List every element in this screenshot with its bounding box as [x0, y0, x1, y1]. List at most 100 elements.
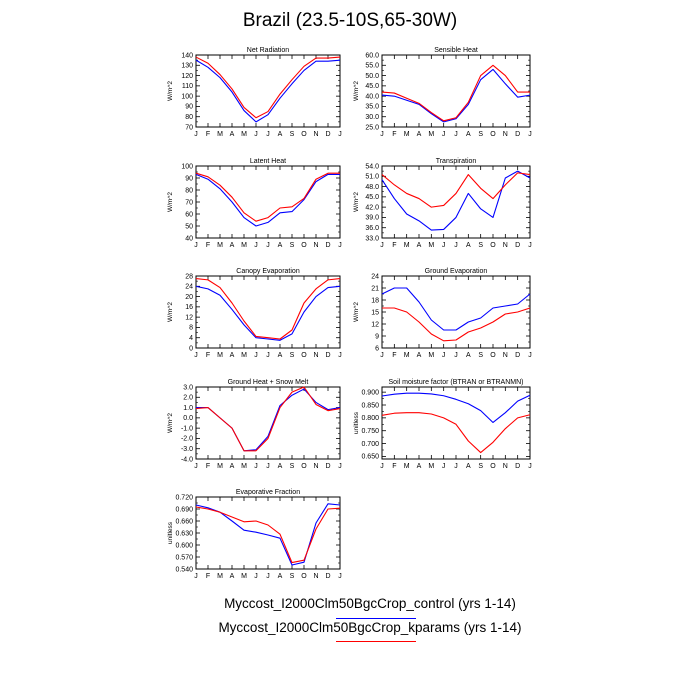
x-tick-label: D	[515, 131, 520, 138]
x-tick-label: M	[404, 242, 410, 249]
y-axis-label: W/m^2	[353, 81, 360, 101]
x-tick-label: F	[206, 573, 210, 580]
y-axis-label: unitless	[167, 521, 174, 544]
y-axis-label: W/m^2	[167, 302, 174, 322]
panel-title: Soil moisture factor (BTRAN or BTRANMN)	[389, 379, 524, 386]
panel-title: Net Radiation	[247, 47, 290, 54]
x-tick-label: N	[503, 463, 508, 470]
y-tick-label: 45.0	[365, 83, 379, 90]
x-tick-label: M	[404, 131, 410, 138]
y-tick-label: 9	[375, 333, 379, 340]
legend-swatch-kparams	[336, 641, 416, 642]
y-tick-label: 80	[185, 187, 193, 194]
x-tick-label: A	[466, 352, 471, 359]
series-line-control	[381, 68, 531, 123]
y-tick-label: 60	[185, 211, 193, 218]
x-tick-label: M	[241, 131, 247, 138]
y-tick-label: 0.900	[361, 389, 379, 396]
y-tick-label: 0.660	[175, 518, 193, 525]
x-tick-label: N	[503, 352, 508, 359]
x-tick-label: J	[266, 131, 270, 138]
panel-title: Sensible Heat	[434, 47, 478, 54]
x-tick-label: D	[325, 463, 330, 470]
series-line-control	[381, 287, 531, 331]
series-line-kparams	[382, 307, 531, 342]
panel-title: Ground Heat + Snow Melt	[228, 379, 309, 386]
x-tick-label: M	[217, 131, 223, 138]
x-tick-label: J	[266, 242, 270, 249]
series-line-control	[381, 170, 531, 231]
y-tick-label: 55.0	[365, 63, 379, 70]
x-tick-label: J	[380, 463, 384, 470]
x-tick-label: S	[290, 463, 295, 470]
y-tick-label: 0.850	[361, 402, 379, 409]
y-tick-label: 0.690	[175, 506, 193, 513]
x-tick-label: D	[325, 573, 330, 580]
x-tick-label: A	[417, 352, 422, 359]
y-tick-label: 100	[181, 93, 193, 100]
x-tick-label: J	[454, 352, 458, 359]
panel-title: Canopy Evaporation	[236, 268, 300, 275]
series-line-control	[195, 503, 341, 566]
y-tick-label: 130	[181, 63, 193, 70]
y-axis-label: W/m^2	[353, 192, 360, 212]
y-tick-label: 42.0	[365, 204, 379, 211]
series-line-kparams	[381, 64, 530, 122]
y-axis-label: W/m^2	[167, 192, 174, 212]
panel-ground-heat-snow-melt: Ground Heat + Snow Melt W/m^2 -4.0 -3.0 -2.0…	[167, 379, 342, 470]
x-tick-label: A	[278, 463, 283, 470]
x-tick-label: F	[206, 352, 210, 359]
legend-swatch-control	[336, 618, 416, 619]
x-tick-label: M	[241, 242, 247, 249]
x-tick-label: M	[428, 242, 434, 249]
y-tick-label: 15	[371, 309, 379, 316]
x-tick-label: M	[428, 463, 434, 470]
y-tick-label: 0.600	[175, 542, 193, 549]
x-tick-label: J	[254, 463, 258, 470]
series-line-kparams	[195, 278, 341, 340]
y-tick-label: 70	[185, 199, 193, 206]
y-tick-label: 110	[182, 83, 193, 90]
x-tick-label: F	[206, 463, 210, 470]
x-tick-label: J	[454, 463, 458, 470]
y-tick-label: 140	[181, 52, 193, 59]
x-tick-label: A	[417, 131, 422, 138]
x-tick-label: M	[404, 352, 410, 359]
y-tick-label: 40.0	[365, 93, 379, 100]
y-tick-label: 54.0	[365, 163, 379, 170]
y-tick-label: 30.0	[365, 114, 379, 121]
y-tick-label: 39.0	[365, 215, 379, 222]
y-tick-label: 18	[371, 297, 379, 304]
y-tick-label: 0.720	[175, 494, 193, 501]
plot-frame	[195, 165, 341, 239]
y-tick-label: 70	[185, 124, 193, 131]
y-tick-label: 90	[185, 104, 193, 111]
x-tick-label: N	[503, 131, 508, 138]
series-line-control	[196, 388, 341, 452]
x-tick-label: J	[194, 131, 198, 138]
x-tick-label: S	[290, 242, 295, 249]
x-tick-label: J	[194, 463, 198, 470]
x-tick-label: N	[313, 573, 318, 580]
x-tick-label: S	[290, 573, 295, 580]
x-tick-label: J	[194, 573, 198, 580]
x-tick-label: M	[428, 352, 434, 359]
y-tick-label: 50	[185, 223, 193, 230]
series-line-kparams	[381, 172, 531, 208]
x-tick-label: A	[466, 242, 471, 249]
x-tick-label: A	[278, 352, 283, 359]
x-tick-label: M	[428, 131, 434, 138]
y-tick-label: 25.0	[365, 124, 379, 131]
x-tick-label: A	[230, 463, 235, 470]
x-tick-label: D	[325, 352, 330, 359]
x-tick-label: M	[217, 242, 223, 249]
y-tick-label: 28	[185, 273, 193, 280]
x-tick-label: N	[313, 463, 318, 470]
y-tick-label: 35.0	[365, 104, 379, 111]
x-tick-label: O	[301, 242, 307, 249]
x-tick-label: S	[290, 352, 295, 359]
series-line-control	[381, 392, 531, 424]
panel-sensible-heat: Sensible Heat W/m^2 25.0 30.0 35.0 40.0 45.0 50…	[353, 47, 532, 138]
